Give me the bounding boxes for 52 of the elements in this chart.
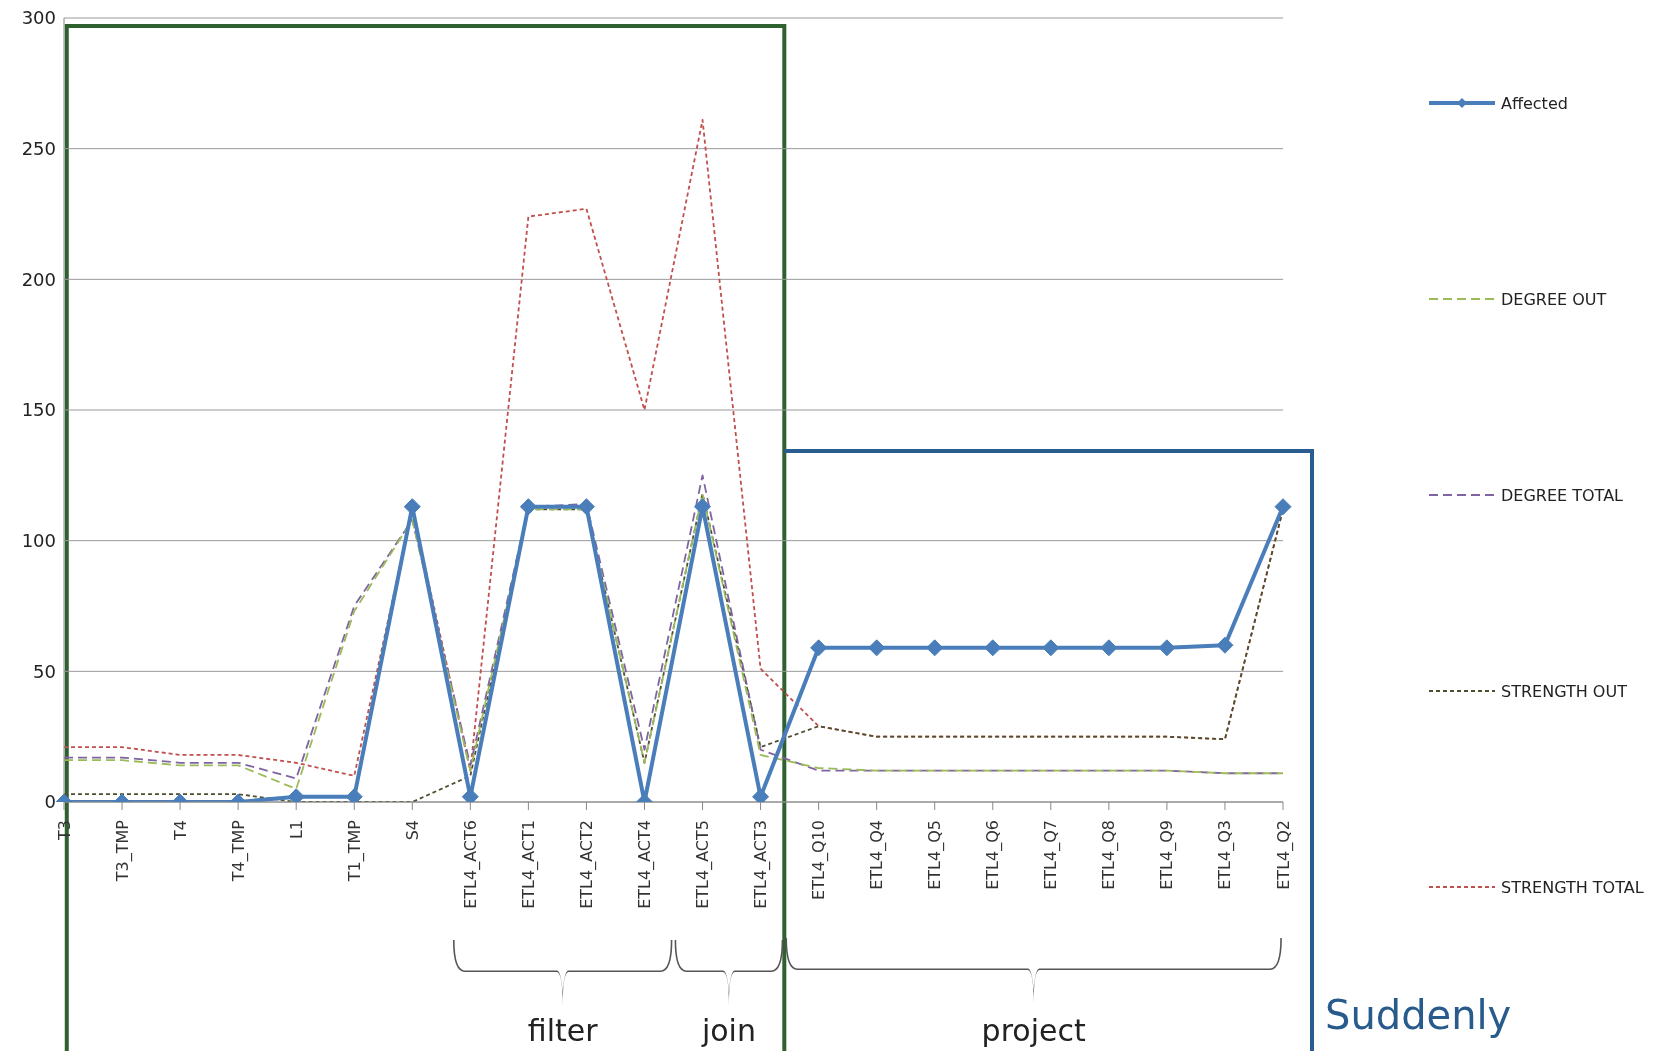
- x-tick-label: T4_TMP: [228, 819, 249, 883]
- y-tick-label: 300: [21, 7, 56, 29]
- x-tick-label: ETL4_Q7: [1041, 820, 1062, 890]
- legend-label: Affected: [1501, 93, 1568, 113]
- y-tick-label: 0: [44, 791, 56, 813]
- x-tick-label: ETL4_Q3: [1215, 820, 1236, 890]
- x-tick-label: ETL4_Q10: [809, 820, 830, 900]
- point: [577, 498, 595, 516]
- x-tick-label: T4: [170, 820, 190, 841]
- x-tick-label: S4: [402, 820, 422, 841]
- point: [519, 498, 537, 516]
- y-tick-label: 200: [21, 268, 56, 290]
- y-tick-label: 100: [21, 530, 56, 552]
- legend-label: STRENGTH TOTAL: [1501, 877, 1644, 897]
- text: filter: [527, 1013, 599, 1048]
- text: join: [700, 1013, 756, 1048]
- x-tick-label: ETL4_ACT4: [634, 820, 655, 909]
- point: [810, 639, 828, 657]
- point: [868, 639, 886, 657]
- y-tick-label: 250: [21, 138, 56, 160]
- legend-label: STRENGTH OUT: [1501, 681, 1627, 701]
- point: [1274, 498, 1292, 516]
- x-tick-label: ETL4_ACT6: [460, 820, 481, 909]
- point: [1158, 639, 1176, 657]
- x-tick-label: T3: [54, 820, 74, 841]
- point: [752, 788, 770, 802]
- legend-label: DEGREE TOTAL: [1501, 485, 1624, 505]
- x-tick-label: ETL4_ACT5: [693, 820, 714, 909]
- x-tick-label: ETL4_ACT2: [576, 820, 597, 909]
- point: [345, 788, 363, 802]
- point: [926, 639, 944, 657]
- point: [287, 788, 305, 802]
- x-tick-label: ETL4_Q2: [1273, 820, 1294, 890]
- text: Suddenly: [1325, 992, 1512, 1038]
- x-tick-label: ETL4_Q5: [925, 820, 946, 890]
- x-tick-label: ETL4_Q4: [867, 820, 888, 890]
- x-tick-label: T3_TMP: [112, 819, 133, 883]
- x-tick-label: ETL4_Q8: [1099, 820, 1120, 890]
- x-tick-label: ETL4_ACT1: [518, 820, 539, 909]
- y-tick-label: 50: [33, 660, 56, 682]
- text: project: [981, 1013, 1086, 1048]
- x-tick-label: ETL4_ACT3: [751, 820, 772, 909]
- legend-label: DEGREE OUT: [1501, 289, 1607, 309]
- x-tick-label: L1: [286, 820, 306, 840]
- x-tick-label: ETL4_Q9: [1157, 820, 1178, 890]
- point: [1216, 636, 1234, 654]
- point: [1042, 639, 1060, 657]
- x-tick-label: T1_TMP: [344, 819, 365, 883]
- x-tick-label: ETL4_Q6: [983, 820, 1004, 890]
- point: [1100, 639, 1118, 657]
- point: [984, 639, 1002, 657]
- y-tick-label: 150: [21, 399, 56, 421]
